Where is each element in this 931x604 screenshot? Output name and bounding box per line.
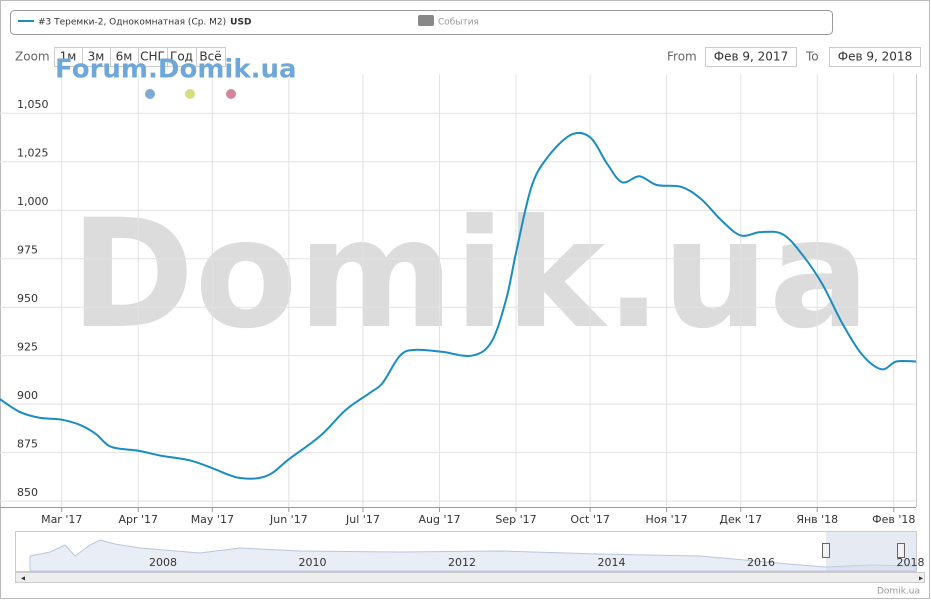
y-tick-label: 875 <box>17 438 38 451</box>
x-tick-label: Ноя '17 <box>646 513 688 526</box>
x-tick-label: Oct '17 <box>570 513 610 526</box>
zoom-button-label[interactable]: 6м <box>116 50 133 64</box>
dot <box>185 89 195 99</box>
events-swatch <box>418 15 434 26</box>
watermark-forum: Forum.Domik.ua <box>55 55 297 85</box>
navigator-year: 2018 <box>897 556 925 569</box>
from-label: From <box>667 50 697 64</box>
to-label: To <box>805 50 819 64</box>
navigator-year: 2010 <box>299 556 327 569</box>
x-tick-label: Apr '17 <box>118 513 158 526</box>
zoom-button-label[interactable]: Всё <box>199 50 221 64</box>
scroll-right[interactable]: ▸ <box>919 574 923 583</box>
x-tick-label: Aug '17 <box>418 513 460 526</box>
zoom-button-label[interactable]: Год <box>170 50 193 64</box>
x-tick-label: Янв '18 <box>796 513 838 526</box>
y-tick-label: 975 <box>17 244 38 257</box>
from-input[interactable] <box>705 47 797 67</box>
zoom-button-label[interactable]: 1м <box>60 50 77 64</box>
navigator-year: 2008 <box>149 556 177 569</box>
legend-unit: USD <box>230 18 251 28</box>
to-input[interactable] <box>829 47 921 67</box>
x-tick-label: May '17 <box>191 513 234 526</box>
y-tick-label: 1,025 <box>17 147 49 160</box>
navigator-handle[interactable] <box>822 543 830 558</box>
events-label[interactable]: События <box>438 18 479 28</box>
navigator-handle[interactable] <box>897 543 905 558</box>
x-tick-label: Фев '18 <box>872 513 915 526</box>
x-tick-label: Sep '17 <box>495 513 536 526</box>
x-tick-label: Дек '17 <box>719 513 762 526</box>
navigator-year: 2016 <box>747 556 775 569</box>
navigator-year: 2012 <box>448 556 476 569</box>
from-date[interactable]: Фев 9, 2017 <box>714 50 788 64</box>
dot <box>145 89 155 99</box>
zoom-button-label[interactable]: 3м <box>88 50 105 64</box>
y-tick-label: 1,050 <box>17 98 49 111</box>
dot <box>226 89 236 99</box>
y-tick-label: 950 <box>17 292 38 305</box>
scrollbar[interactable] <box>15 572 925 583</box>
to-date[interactable]: Фев 9, 2018 <box>838 50 912 64</box>
x-tick-label: Mar '17 <box>41 513 82 526</box>
y-tick-label: 850 <box>17 486 38 499</box>
watermark: Domik.ua <box>70 188 870 362</box>
scroll-left[interactable]: ◂ <box>21 574 25 583</box>
zoom-button-label[interactable]: СНГ <box>140 50 165 64</box>
y-tick-label: 900 <box>17 389 38 402</box>
y-tick-label: 1,000 <box>17 195 49 208</box>
zoom-button[interactable] <box>196 47 226 67</box>
line-series <box>0 131 917 480</box>
x-tick-label: Jun '17 <box>269 513 308 526</box>
navigator-year: 2014 <box>598 556 626 569</box>
legend-label[interactable]: #3 Теремки-2, Однокомнатная (Ср. М2) <box>38 18 226 28</box>
y-tick-label: 925 <box>17 341 38 354</box>
zoom-label: Zoom <box>15 50 50 64</box>
credit: Domik.ua <box>877 587 920 597</box>
x-tick-label: Jul '17 <box>345 513 380 526</box>
